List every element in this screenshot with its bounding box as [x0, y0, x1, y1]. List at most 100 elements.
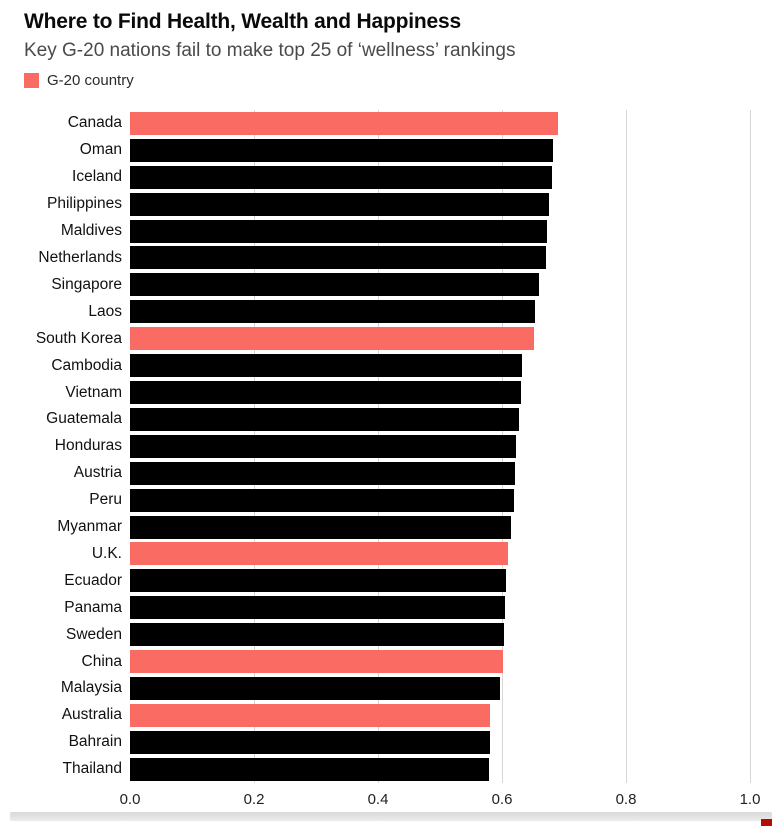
- x-tick-label: 0.6: [491, 790, 513, 808]
- bar-track-philippines: [130, 192, 750, 216]
- bar-row-myanmar: Myanmar: [0, 514, 772, 541]
- bar-track-canada: [130, 111, 750, 135]
- bar-row-malaysia: Malaysia: [0, 675, 772, 702]
- country-label-south-korea: South Korea: [35, 329, 122, 347]
- bar-oman: [130, 138, 553, 162]
- bar-row-sweden: Sweden: [0, 621, 772, 648]
- bar-malaysia: [130, 676, 501, 700]
- bar-row-laos: Laos: [0, 298, 772, 325]
- bar-canada: [130, 111, 558, 135]
- bottom-right-marker: [761, 819, 772, 826]
- legend-label: G-20 country: [47, 72, 134, 90]
- chart-subtitle: Key G-20 nations fail to make top 25 of …: [24, 40, 516, 62]
- bar-maldives: [130, 219, 548, 243]
- horizontal-scrollbar[interactable]: [10, 812, 772, 821]
- x-tick-label: 0.8: [615, 790, 637, 808]
- country-label-peru: Peru: [89, 491, 122, 509]
- country-label-iceland: Iceland: [72, 168, 122, 186]
- bar-track-sweden: [130, 623, 750, 647]
- bar-track-bahrain: [130, 730, 750, 754]
- bar-track-china: [130, 650, 750, 674]
- bar-thailand: [130, 757, 489, 781]
- bar-honduras: [130, 434, 517, 458]
- bar-row-cambodia: Cambodia: [0, 352, 772, 379]
- country-label-australia: Australia: [61, 706, 122, 724]
- bar-row-netherlands: Netherlands: [0, 245, 772, 272]
- country-label-austria: Austria: [73, 464, 122, 482]
- country-label-philippines: Philippines: [47, 195, 122, 213]
- bar-row-guatemala: Guatemala: [0, 406, 772, 433]
- bar-track-maldives: [130, 219, 750, 243]
- bar-track-ecuador: [130, 569, 750, 593]
- bar-track-singapore: [130, 273, 750, 297]
- country-label-laos: Laos: [88, 302, 122, 320]
- bar-track-austria: [130, 461, 750, 485]
- bar-row-singapore: Singapore: [0, 271, 772, 298]
- country-label-vietnam: Vietnam: [65, 383, 122, 401]
- country-label-cambodia: Cambodia: [51, 356, 122, 374]
- bar-ecuador: [130, 569, 506, 593]
- bar-singapore: [130, 273, 539, 297]
- x-tick-label: 0.2: [243, 790, 265, 808]
- bar-track-australia: [130, 703, 750, 727]
- bar-row-panama: Panama: [0, 594, 772, 621]
- country-label-sweden: Sweden: [65, 625, 122, 643]
- bar-row-australia: Australia: [0, 702, 772, 729]
- bar-row-oman: Oman: [0, 137, 772, 164]
- bar-laos: [130, 300, 536, 324]
- country-label-singapore: Singapore: [51, 275, 122, 293]
- bar-track-cambodia: [130, 354, 750, 378]
- bar-netherlands: [130, 246, 547, 270]
- country-label-china: China: [81, 652, 123, 670]
- bar-track-south-korea: [130, 327, 750, 351]
- bar-u-k: [130, 542, 509, 566]
- bar-china: [130, 650, 503, 674]
- legend-swatch: [24, 73, 39, 89]
- legend: G-20 country: [24, 72, 748, 90]
- bar-track-laos: [130, 300, 750, 324]
- gridline: [750, 109, 751, 783]
- bar-track-iceland: [130, 165, 750, 189]
- x-tick-label: 1.0: [739, 790, 761, 808]
- bar-iceland: [130, 165, 552, 189]
- bar-row-austria: Austria: [0, 460, 772, 487]
- bar-philippines: [130, 192, 550, 216]
- bar-row-thailand: Thailand: [0, 756, 772, 783]
- country-label-maldives: Maldives: [60, 222, 122, 240]
- country-label-malaysia: Malaysia: [60, 679, 122, 697]
- bar-vietnam: [130, 381, 522, 404]
- bar-austria: [130, 461, 516, 485]
- bar-row-canada: Canada: [0, 110, 772, 137]
- bar-cambodia: [130, 354, 523, 378]
- bar-row-honduras: Honduras: [0, 433, 772, 460]
- bar-row-u-k: U.K.: [0, 540, 772, 567]
- bar-track-u-k: [130, 542, 750, 566]
- bar-peru: [130, 488, 515, 512]
- x-tick-label: 0.0: [119, 790, 141, 808]
- country-label-myanmar: Myanmar: [57, 518, 122, 536]
- bar-australia: [130, 703, 491, 727]
- country-label-guatemala: Guatemala: [46, 410, 122, 428]
- bar-track-thailand: [130, 757, 750, 781]
- bar-row-ecuador: Ecuador: [0, 567, 772, 594]
- bar-track-honduras: [130, 434, 750, 458]
- country-label-oman: Oman: [79, 141, 122, 159]
- bar-chart: Canada Oman Iceland Philippines Maldives Neth…: [0, 109, 772, 813]
- bar-rows: Canada Oman Iceland Philippines Maldives Neth…: [0, 110, 772, 783]
- x-axis: 0.0 0.2 0.4 0.6 0.8 1.0: [120, 783, 761, 813]
- bar-bahrain: [130, 730, 490, 754]
- bar-sweden: [130, 623, 505, 647]
- country-label-u-k: U.K.: [91, 544, 122, 562]
- bar-myanmar: [130, 515, 512, 539]
- bar-track-oman: [130, 138, 750, 162]
- country-label-thailand: Thailand: [62, 760, 122, 778]
- bar-panama: [130, 596, 506, 620]
- bar-row-china: China: [0, 648, 772, 675]
- bar-track-vietnam: [130, 381, 750, 404]
- bar-track-panama: [130, 596, 750, 620]
- country-label-canada: Canada: [67, 114, 122, 132]
- country-label-bahrain: Bahrain: [68, 733, 122, 751]
- country-label-honduras: Honduras: [54, 437, 122, 455]
- country-label-ecuador: Ecuador: [64, 571, 122, 589]
